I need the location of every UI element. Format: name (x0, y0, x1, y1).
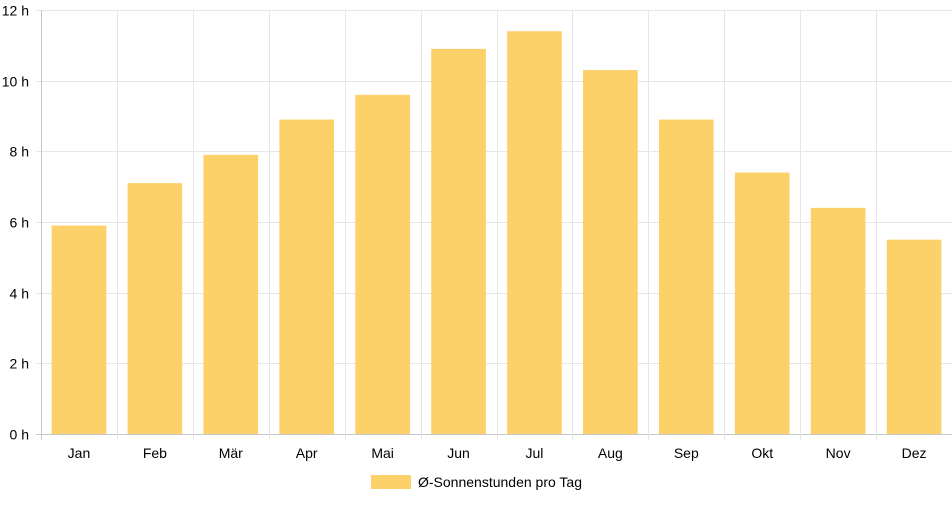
bar-feb[interactable] (127, 183, 183, 434)
y-axis-ticks: 0 h 2 h 4 h 6 h 8 h 10 h 12 h (2, 3, 29, 443)
y-tick-label: 2 h (10, 356, 29, 372)
x-tick-label: Sep (674, 445, 699, 461)
y-tick-label: 6 h (10, 215, 29, 231)
legend[interactable]: Ø-Sonnenstunden pro Tag (371, 474, 582, 490)
y-tick-label: 10 h (2, 74, 29, 90)
x-tick-label: Dez (902, 445, 927, 461)
y-tick-label: 0 h (10, 427, 29, 443)
legend-label: Ø-Sonnenstunden pro Tag (418, 474, 582, 490)
x-tick-label: Jun (447, 445, 470, 461)
x-tick-label: Mai (371, 445, 394, 461)
bar-sep[interactable] (658, 119, 714, 435)
x-tick-label: Jul (526, 445, 544, 461)
bars (51, 31, 942, 435)
x-tick-label: Aug (598, 445, 623, 461)
bar-jul[interactable] (507, 31, 562, 434)
y-tick-label: 8 h (10, 144, 29, 160)
bar-jun[interactable] (431, 48, 486, 434)
x-tick-label: Jan (68, 445, 91, 461)
x-tick-label: Mär (219, 445, 243, 461)
bar-mai[interactable] (355, 94, 410, 435)
grid-lines (36, 10, 952, 440)
x-axis-ticks: Jan Feb Mär Apr Mai Jun Jul Aug Sep Okt Nov Dez (68, 445, 927, 461)
legend-swatch (371, 475, 411, 489)
y-tick-label: 4 h (10, 286, 29, 302)
y-tick-label: 12 h (2, 3, 29, 19)
bar-okt[interactable] (734, 172, 790, 435)
x-tick-label: Apr (296, 445, 318, 461)
x-tick-label: Feb (143, 445, 167, 461)
x-tick-label: Okt (751, 445, 773, 461)
bar-mär[interactable] (203, 154, 259, 434)
bar-nov[interactable] (810, 207, 866, 434)
bar-apr[interactable] (279, 119, 335, 435)
bar-aug[interactable] (583, 70, 638, 435)
bar-jan[interactable] (51, 225, 107, 434)
bar-dez[interactable] (886, 239, 942, 434)
x-tick-label: Nov (826, 445, 851, 461)
